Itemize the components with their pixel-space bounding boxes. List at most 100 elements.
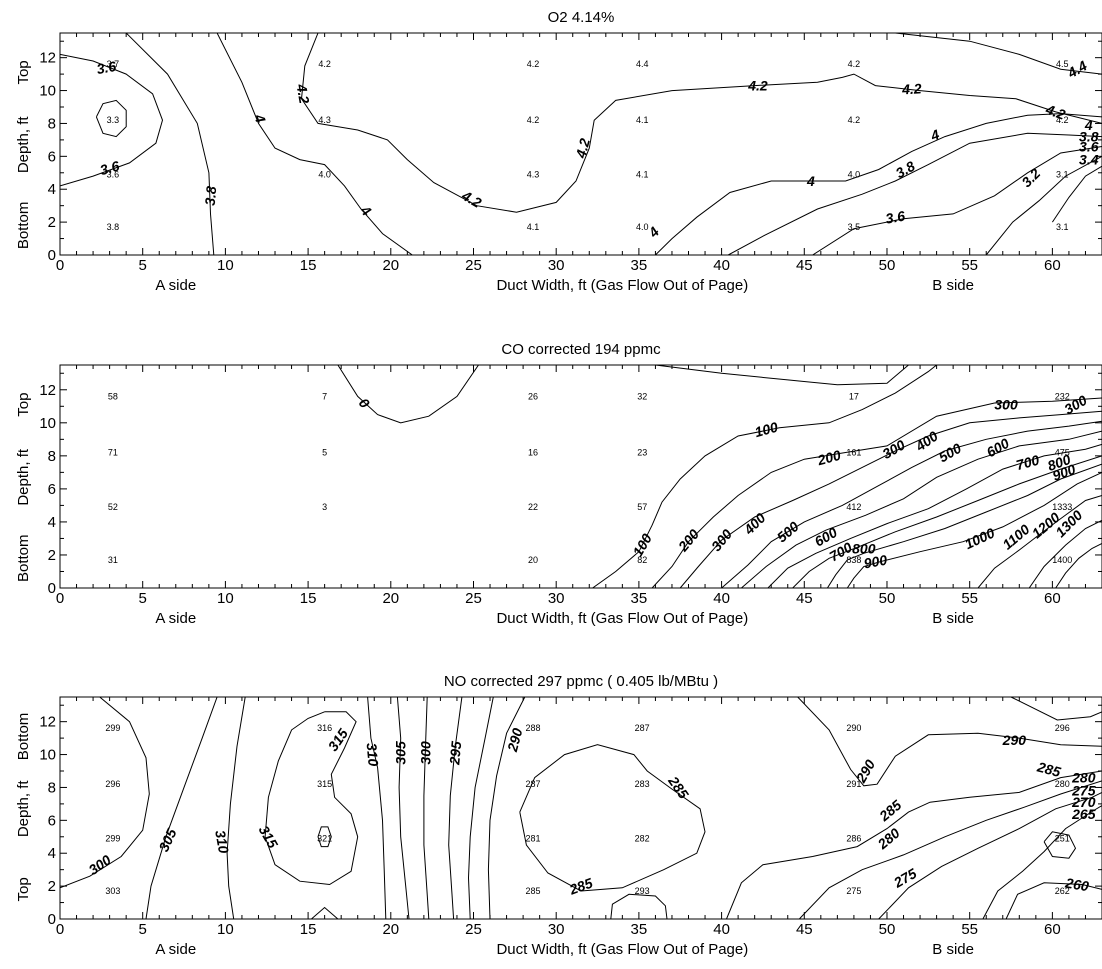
contour-line bbox=[1028, 519, 1102, 588]
contour-label: 200 bbox=[815, 447, 843, 469]
contour-line bbox=[264, 711, 359, 886]
measurement-value: 287 bbox=[526, 779, 541, 789]
y-tick-label: 2 bbox=[48, 878, 56, 895]
x-side-label-b: B side bbox=[932, 277, 974, 294]
x-tick-label: 20 bbox=[382, 921, 399, 938]
x-tick-label: 55 bbox=[961, 921, 978, 938]
contour-label: 300 bbox=[86, 851, 114, 878]
contour-label: 200 bbox=[674, 526, 702, 555]
y-tick-label: 12 bbox=[39, 714, 56, 731]
x-tick-label: 0 bbox=[56, 590, 64, 607]
contour-label: 4 bbox=[1084, 117, 1093, 133]
contour-label: 290 bbox=[1002, 732, 1027, 748]
measurement-value: 288 bbox=[526, 723, 541, 733]
measurement-value: 3 bbox=[322, 502, 327, 512]
x-side-label-b: B side bbox=[932, 610, 974, 627]
contour-label: 3.6 bbox=[884, 208, 906, 227]
x-tick-label: 50 bbox=[879, 257, 896, 274]
contour-panel-3: NO corrected 297 ppmc ( 0.405 lb/MBtu ) 0… bbox=[15, 673, 1102, 958]
measurement-value: 287 bbox=[635, 723, 650, 733]
y-edge-label-high: Top bbox=[15, 393, 32, 417]
measurement-value: 290 bbox=[846, 723, 861, 733]
x-tick-label: 5 bbox=[139, 257, 147, 274]
measurement-value: 3.7 bbox=[107, 59, 120, 69]
y-tick-label: 4 bbox=[48, 181, 56, 198]
x-tick-label: 30 bbox=[548, 590, 565, 607]
y-edge-label-high: Bottom bbox=[15, 713, 32, 761]
x-tick-label: 10 bbox=[217, 590, 234, 607]
measurement-value: 3.1 bbox=[1056, 222, 1069, 232]
measurement-value: 4.5 bbox=[1056, 59, 1069, 69]
contour-label: 500 bbox=[774, 518, 802, 545]
contour-label: 3.2 bbox=[1018, 165, 1043, 190]
contour-label: 4.2 bbox=[1043, 101, 1068, 123]
contour-line bbox=[798, 780, 1102, 919]
measurement-value: 4.2 bbox=[1056, 115, 1069, 125]
contour-line bbox=[467, 697, 494, 919]
x-tick-label: 10 bbox=[217, 921, 234, 938]
x-tick-label: 35 bbox=[631, 590, 648, 607]
contour-label: 265 bbox=[1071, 806, 1096, 822]
measurement-value: 71 bbox=[108, 448, 118, 458]
measurement-value: 31 bbox=[108, 555, 118, 565]
x-side-label-a: A side bbox=[155, 610, 196, 627]
contour-line bbox=[95, 99, 127, 138]
contour-label: 4 bbox=[357, 201, 375, 219]
contour-line bbox=[317, 826, 332, 848]
contour-label: 270 bbox=[1071, 794, 1096, 810]
contour-line bbox=[145, 697, 218, 919]
y-axis-label: Depth, ft bbox=[15, 780, 32, 838]
y-edge-label-low: Top bbox=[15, 877, 32, 901]
contour-line bbox=[982, 805, 1102, 919]
chart-title: NO corrected 297 ppmc ( 0.405 lb/MBtu ) bbox=[444, 673, 718, 690]
y-tick-label: 2 bbox=[48, 547, 56, 564]
contour-line bbox=[721, 420, 1102, 588]
measurement-value: 58 bbox=[108, 391, 118, 401]
contour-line bbox=[792, 455, 1102, 588]
contour-label: 3.6 bbox=[95, 58, 117, 77]
measurement-value: 4.0 bbox=[848, 169, 861, 179]
measurement-value: 57 bbox=[637, 502, 647, 512]
contour-label: 1000 bbox=[962, 525, 997, 553]
measurement-value: 316 bbox=[317, 723, 332, 733]
contour-label: 300 bbox=[418, 741, 434, 765]
chart-title: CO corrected 194 ppmc bbox=[501, 341, 661, 358]
contour-line bbox=[655, 113, 1102, 255]
x-tick-label: 45 bbox=[796, 257, 813, 274]
y-tick-label: 0 bbox=[48, 911, 56, 928]
y-edge-label-high: Top bbox=[15, 60, 32, 84]
measurement-value: 280 bbox=[1055, 779, 1070, 789]
contour-line bbox=[396, 697, 410, 919]
contour-line bbox=[651, 397, 1102, 588]
x-tick-label: 0 bbox=[56, 921, 64, 938]
x-tick-label: 40 bbox=[713, 590, 730, 607]
x-tick-label: 55 bbox=[961, 590, 978, 607]
contour-line bbox=[826, 463, 1102, 588]
measurement-value: 291 bbox=[846, 779, 861, 789]
measurement-value: 293 bbox=[635, 886, 650, 896]
contour-label: 295 bbox=[446, 740, 464, 766]
measurement-value: 16 bbox=[528, 448, 538, 458]
measurement-value: 3.6 bbox=[107, 169, 120, 179]
measurement-value: 17 bbox=[849, 391, 859, 401]
contour-line bbox=[797, 697, 1102, 787]
contour-label: 3.6 bbox=[98, 158, 121, 179]
y-tick-label: 10 bbox=[39, 83, 56, 100]
measurement-value: 7 bbox=[322, 391, 327, 401]
y-tick-label: 0 bbox=[48, 580, 56, 597]
contour-lines bbox=[60, 33, 1102, 255]
contour-label: 285 bbox=[875, 797, 904, 825]
contour-line bbox=[60, 697, 150, 889]
contour-label: 3.8 bbox=[1079, 129, 1099, 145]
contour-line bbox=[487, 697, 526, 919]
measurement-value: 838 bbox=[846, 555, 861, 565]
x-tick-label: 15 bbox=[300, 590, 317, 607]
contour-label: 285 bbox=[566, 875, 595, 898]
x-tick-label: 25 bbox=[465, 590, 482, 607]
y-axis-label: Depth, ft bbox=[15, 116, 32, 174]
measurement-value: 4.1 bbox=[527, 222, 540, 232]
contour-label: 4.2 bbox=[293, 82, 312, 105]
y-tick-label: 6 bbox=[48, 148, 56, 165]
measurement-value: 4.4 bbox=[636, 59, 649, 69]
